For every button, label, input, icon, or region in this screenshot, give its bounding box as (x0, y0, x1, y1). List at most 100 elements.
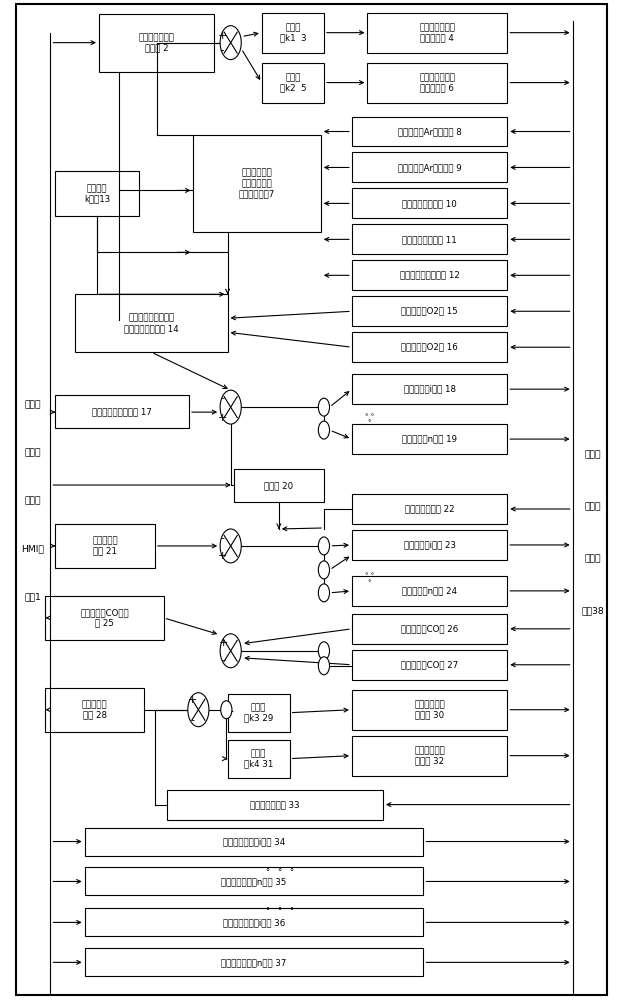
Text: 场工艺: 场工艺 (584, 554, 601, 563)
Bar (85, 948, 424, 976)
Bar (352, 260, 507, 290)
Text: 空气调节阀i调节 18: 空气调节阀i调节 18 (404, 385, 455, 394)
Bar (368, 63, 507, 103)
Text: 轧钢加热炉压力i检测 36: 轧钢加热炉压力i检测 36 (223, 918, 285, 927)
Bar (352, 117, 507, 146)
Text: -: - (221, 533, 225, 543)
Text: 空气调节阀n调节 19: 空气调节阀n调节 19 (402, 435, 457, 444)
Text: 调节系
数k2  5: 调节系 数k2 5 (280, 73, 306, 92)
Text: 煤气烟道中O2量 16: 煤气烟道中O2量 16 (401, 343, 458, 352)
Bar (352, 424, 507, 454)
Bar (262, 13, 324, 53)
Text: 空气烟道烟气流量 10: 空气烟道烟气流量 10 (402, 199, 457, 208)
Bar (262, 63, 324, 103)
Text: 空气烟道中Ar含量检测 8: 空气烟道中Ar含量检测 8 (397, 127, 462, 136)
Text: 轧钢加热炉外
部空气进入量
计算数学模型7: 轧钢加热炉外 部空气进入量 计算数学模型7 (239, 169, 275, 198)
Text: +: + (188, 695, 197, 705)
Text: °   °   °: ° ° ° (267, 868, 295, 877)
Text: 炉膛压力实际值 33: 炉膛压力实际值 33 (250, 800, 300, 809)
Text: -: - (190, 715, 194, 725)
Bar (352, 614, 507, 644)
Text: 占比系数
k输入13: 占比系数 k输入13 (84, 184, 110, 204)
Bar (55, 395, 189, 428)
Text: +: + (218, 551, 227, 561)
Bar (234, 469, 324, 502)
Text: 轧钢加: 轧钢加 (25, 401, 41, 410)
Text: 煤气引风机入口
阀开度调节 6: 煤气引风机入口 阀开度调节 6 (419, 73, 455, 92)
Bar (45, 596, 164, 640)
Bar (352, 650, 507, 680)
Circle shape (318, 537, 330, 555)
Text: 轧钢加: 轧钢加 (584, 451, 601, 460)
Text: 煤气引风机风
量调节 32: 煤气引风机风 量调节 32 (414, 746, 445, 765)
Circle shape (220, 634, 241, 668)
Text: 作站1: 作站1 (24, 592, 42, 601)
Text: 空气引风机风
量调节 30: 空气引风机风 量调节 30 (414, 700, 445, 719)
Bar (227, 694, 290, 732)
Text: 空燃比 20: 空燃比 20 (264, 481, 293, 490)
Text: 空气过剩系数设定值 17: 空气过剩系数设定值 17 (92, 407, 152, 416)
Bar (352, 374, 507, 404)
Text: ° °
°: ° ° ° (364, 414, 374, 427)
Text: 轧钢加热炉温度n检测 35: 轧钢加热炉温度n检测 35 (221, 877, 287, 886)
Circle shape (221, 701, 232, 719)
Text: 轧钢加热炉压力n检测 37: 轧钢加热炉压力n检测 37 (221, 958, 287, 967)
Bar (352, 530, 507, 560)
Text: 外部空气进入量
设定值 2: 外部空气进入量 设定值 2 (138, 33, 174, 52)
Bar (85, 867, 424, 895)
Circle shape (318, 561, 330, 579)
Bar (168, 790, 383, 820)
Bar (85, 828, 424, 856)
Text: 空气烟道中CO量 26: 空气烟道中CO量 26 (401, 624, 459, 633)
Text: 轧钢加热炉CO设定
值 25: 轧钢加热炉CO设定 值 25 (80, 608, 129, 628)
Bar (352, 188, 507, 218)
Text: ° °
°: ° ° ° (364, 573, 374, 586)
Text: 炉膛温度设
定值 21: 炉膛温度设 定值 21 (92, 536, 118, 556)
Text: 轧钢加热炉温度i检测 34: 轧钢加热炉温度i检测 34 (223, 837, 285, 846)
Text: 空气引风机入口
阀开度调节 4: 空气引风机入口 阀开度调节 4 (419, 23, 455, 42)
Text: 煤气烟道中Ar含量检测 9: 煤气烟道中Ar含量检测 9 (398, 163, 462, 172)
Text: 热炉控: 热炉控 (25, 449, 41, 458)
Bar (352, 332, 507, 362)
Text: 调节系
数k3 29: 调节系 数k3 29 (244, 703, 273, 722)
Text: +: + (219, 638, 228, 648)
Circle shape (318, 642, 330, 660)
Text: 调节系
数k1  3: 调节系 数k1 3 (280, 23, 306, 42)
Text: +: + (217, 31, 227, 41)
Bar (352, 152, 507, 182)
Circle shape (318, 421, 330, 439)
Text: 空气烟道中O2量 15: 空气烟道中O2量 15 (401, 307, 458, 316)
Bar (193, 135, 321, 232)
Bar (352, 224, 507, 254)
Circle shape (220, 529, 241, 563)
Circle shape (220, 390, 241, 424)
Text: 炉膛压力设
定值 28: 炉膛压力设 定值 28 (82, 700, 107, 719)
Text: 制系统: 制系统 (25, 496, 41, 505)
Bar (227, 740, 290, 778)
Text: 燃气调节阀i调节 23: 燃气调节阀i调节 23 (404, 540, 455, 549)
Circle shape (318, 398, 330, 416)
Text: HMI操: HMI操 (22, 544, 44, 553)
Text: 燃气调节阀n调节 24: 燃气调节阀n调节 24 (402, 586, 457, 595)
Bar (368, 13, 507, 53)
Circle shape (188, 693, 209, 727)
Text: 煤气烟道烟气流量 11: 煤气烟道烟气流量 11 (402, 235, 457, 244)
Text: 炉膛温度实际值 22: 炉膛温度实际值 22 (405, 504, 454, 513)
Text: -: - (220, 44, 224, 57)
Text: 设备38: 设备38 (581, 606, 604, 615)
Text: 煤气烟道中CO量 27: 煤气烟道中CO量 27 (401, 660, 459, 669)
Bar (352, 576, 507, 606)
Bar (45, 688, 144, 732)
Circle shape (220, 26, 241, 60)
Text: °   °   °: ° ° ° (267, 907, 295, 916)
Text: 热炉现: 热炉现 (584, 502, 601, 511)
Bar (55, 524, 155, 568)
Bar (99, 14, 214, 72)
Text: 轧钢加热炉空气过剩
系数计算数学模型 14: 轧钢加热炉空气过剩 系数计算数学模型 14 (124, 314, 179, 333)
Text: 助燃空气风量实际值 12: 助燃空气风量实际值 12 (400, 271, 460, 280)
Bar (55, 171, 140, 216)
Text: -: - (221, 393, 225, 403)
Circle shape (318, 657, 330, 675)
Bar (75, 294, 227, 352)
Bar (352, 690, 507, 730)
